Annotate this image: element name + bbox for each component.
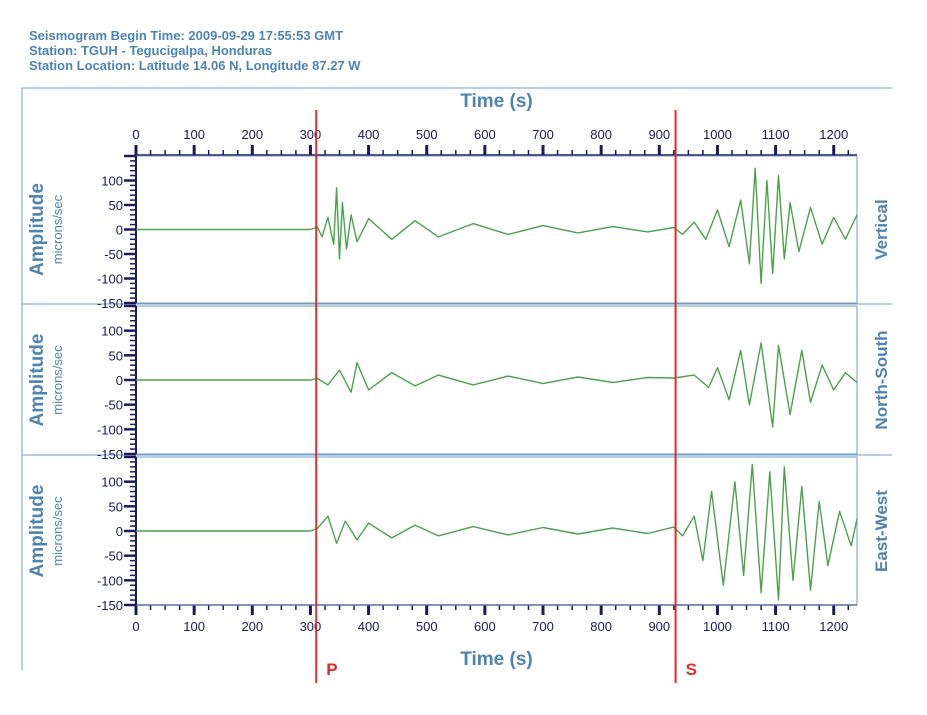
x-bottom-tick-label: 500 [416, 619, 438, 634]
trace-vertical [136, 167, 858, 285]
y-tick-label: 50 [109, 499, 123, 514]
marker-label-p: P [326, 660, 337, 679]
y-axis-unit: microns/sec [50, 496, 65, 566]
x-axis-title-top: Time (s) [460, 91, 533, 112]
x-top-tick-label: 200 [241, 127, 263, 142]
x-top-tick-label: 100 [183, 127, 205, 142]
x-bottom-tick-label: 800 [590, 619, 612, 634]
x-top-tick-label: 1000 [703, 127, 732, 142]
x-bottom-tick-label: 300 [300, 619, 322, 634]
seismogram-begin-time: Seismogram Begin Time: 2009-09-29 17:55:… [29, 28, 344, 43]
y-tick-label: -100 [97, 272, 123, 287]
y-axis-title: Amplitude [27, 334, 48, 427]
y-tick-label: -150 [97, 296, 123, 311]
x-bottom-tick-label: 0 [132, 619, 139, 634]
station-location: Station Location: Latitude 14.06 N, Long… [29, 58, 361, 73]
station-name: Station: TGUH - Tegucigalpa, Honduras [29, 43, 273, 58]
x-top-tick-label: 900 [648, 127, 670, 142]
x-bottom-tick-label: 400 [358, 619, 380, 634]
x-top-tick-label: 600 [474, 127, 496, 142]
y-axis-title: Amplitude [27, 183, 48, 276]
marker-label-s: S [686, 660, 697, 679]
y-tick-label: 100 [101, 475, 123, 490]
outer-frame [21, 87, 892, 670]
series-label-east-west: East-West [872, 490, 891, 572]
y-tick-label: 50 [109, 198, 123, 213]
x-top-tick-label: 400 [358, 127, 380, 142]
y-tick-label: -150 [97, 598, 123, 613]
y-tick-label: 0 [116, 373, 123, 388]
x-bottom-tick-label: 200 [241, 619, 263, 634]
series-label-north-south: North-South [872, 330, 891, 429]
series-label-vertical: Vertical [872, 199, 891, 260]
y-tick-label: -50 [104, 247, 123, 262]
x-bottom-tick-label: 100 [183, 619, 205, 634]
trace-east-west [136, 463, 858, 601]
y-axis-unit: microns/sec [50, 194, 65, 264]
x-top-tick-label: 1100 [762, 127, 790, 142]
x-axis-title-bottom: Time (s) [460, 649, 533, 670]
x-top-tick-label: 500 [416, 127, 438, 142]
y-tick-label: 100 [101, 324, 123, 339]
trace-north-south [136, 342, 858, 428]
x-top-tick-label: 1200 [819, 127, 848, 142]
y-tick-label: 0 [116, 524, 123, 539]
y-tick-label: -100 [97, 422, 123, 437]
x-bottom-tick-label: 600 [474, 619, 496, 634]
x-bottom-tick-label: 700 [532, 619, 554, 634]
y-axis-unit: microns/sec [50, 345, 65, 415]
y-tick-label: 50 [109, 348, 123, 363]
y-tick-label: 0 [116, 223, 123, 238]
x-bottom-tick-label: 900 [648, 619, 670, 634]
y-tick-label: -100 [97, 573, 123, 588]
y-tick-label: -50 [104, 398, 123, 413]
y-tick-label: -150 [97, 447, 123, 462]
x-top-tick-label: 0 [132, 127, 139, 142]
x-top-tick-label: 800 [590, 127, 612, 142]
x-bottom-tick-label: 1200 [819, 619, 848, 634]
y-tick-label: -50 [104, 549, 123, 564]
x-bottom-tick-label: 1000 [703, 619, 732, 634]
y-tick-label: 100 [101, 174, 123, 189]
x-top-tick-label: 300 [300, 127, 322, 142]
y-axis-title: Amplitude [27, 485, 48, 578]
x-top-tick-label: 700 [532, 127, 554, 142]
x-bottom-tick-label: 1100 [762, 619, 790, 634]
